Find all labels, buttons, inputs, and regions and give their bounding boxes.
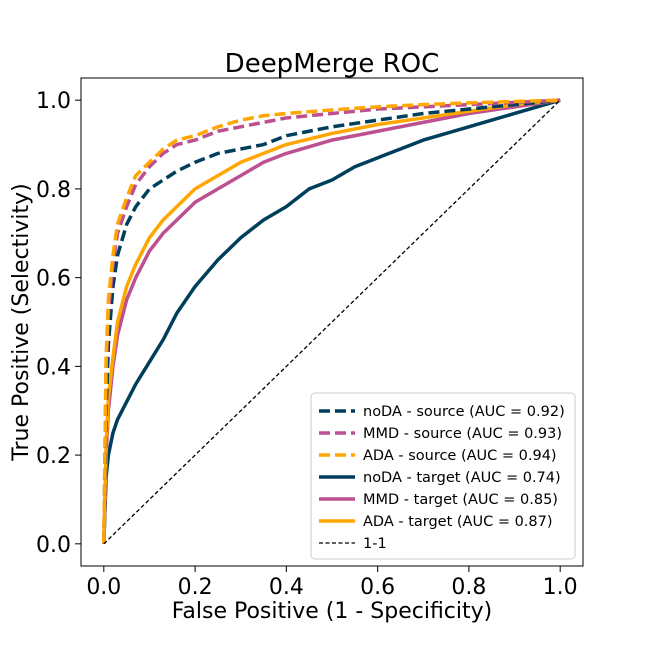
legend-label: noDA - source (AUC = 0.92)	[363, 404, 565, 420]
x-tick-label: 0.0	[86, 575, 121, 600]
y-tick-label: 0.4	[36, 355, 71, 380]
series-line-6	[103, 99, 561, 545]
series-line-2	[102, 98, 561, 544]
legend-label: noDA - target (AUC = 0.74)	[363, 470, 561, 486]
legend-box	[310, 392, 576, 560]
series-line-5	[102, 98, 561, 544]
y-tick-label: 0.8	[36, 178, 71, 203]
legend: noDA - source (AUC = 0.92) MMD - source (…	[310, 392, 576, 560]
x-tick-label: 0.2	[178, 575, 213, 600]
series-line-0	[102, 98, 561, 544]
x-tick-label: 1.0	[543, 575, 578, 600]
legend-label: ADA - source (AUC = 0.94)	[363, 448, 557, 464]
legend-label: MMD - source (AUC = 0.93)	[363, 426, 562, 442]
legend-label: MMD - target (AUC = 0.85)	[363, 492, 558, 508]
legend-label: 1-1	[363, 536, 387, 552]
x-axis: 0.0 0.2 0.4 0.6 0.8 1.0	[86, 566, 578, 600]
y-tick-label: 0.0	[36, 533, 71, 558]
x-tick-label: 0.8	[451, 575, 486, 600]
y-axis: 0.0 0.2 0.4 0.6 0.8 1.0	[36, 89, 81, 558]
series-layer	[102, 98, 561, 545]
chart-title: DeepMerge ROC	[225, 49, 440, 79]
y-tick-label: 0.6	[36, 267, 71, 292]
y-axis-label: True Positive (Selectivity)	[9, 183, 34, 461]
plot-frame	[80, 77, 584, 567]
y-tick-label: 0.2	[36, 444, 71, 469]
legend-label: ADA - target (AUC = 0.87)	[363, 514, 553, 530]
series-line-3	[102, 98, 561, 544]
x-axis-label: False Positive (1 - Specificity)	[172, 599, 493, 624]
x-tick-label: 0.4	[269, 575, 304, 600]
x-tick-label: 0.6	[360, 575, 395, 600]
y-tick-label: 1.0	[36, 89, 71, 114]
